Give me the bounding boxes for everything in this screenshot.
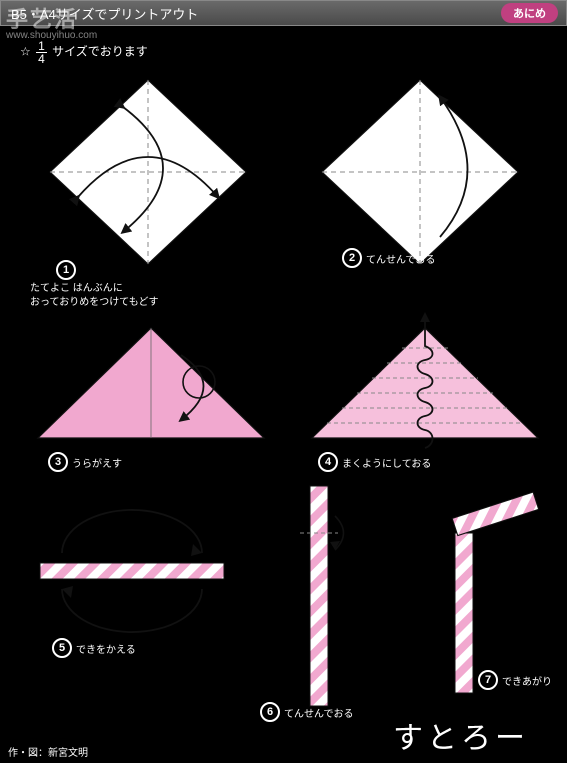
step6-badge: 6	[260, 702, 280, 722]
step1-diagram	[28, 62, 268, 282]
step2-badge: 2	[342, 248, 362, 268]
step7-diagram	[400, 478, 550, 698]
final-title: すとろー	[393, 713, 529, 757]
credit: 作・図：新宮文明	[8, 744, 88, 759]
step3-badge: 3	[48, 452, 68, 472]
step7-badge: 7	[478, 670, 498, 690]
step6-row: 6 てんせんでおる	[260, 702, 354, 722]
watermark-url: www.shouyihuo.com	[6, 30, 97, 41]
star-icon: ☆	[20, 45, 31, 59]
watermark: 手艺活 www.shouyihuo.com	[6, 2, 97, 41]
step7-row: 7 できあがり	[478, 670, 552, 690]
step3-caption: うらがえす	[72, 455, 122, 470]
step5-row: 5 できをかえる	[52, 638, 136, 658]
step4-caption: まくようにしておる	[342, 455, 431, 470]
step1-badge: 1	[56, 260, 76, 280]
step3-diagram	[26, 310, 276, 460]
step5-badge: 5	[52, 638, 72, 658]
subtitle-text: サイズでおります	[52, 45, 148, 59]
step2-caption: てんせんでおる	[366, 251, 436, 266]
step5-diagram	[22, 495, 242, 645]
step4-row: 4 まくようにしておる	[318, 452, 431, 472]
step1-caption: たてよこ はんぶんに おっておりめをつけてもどす	[30, 282, 159, 310]
step2-row: 2 てんせんでおる	[342, 248, 436, 268]
anime-button[interactable]: あにめ	[501, 3, 558, 23]
step3-row: 3 うらがえす	[48, 452, 122, 472]
step5-caption: できをかえる	[76, 641, 136, 656]
step6-diagram	[280, 478, 360, 718]
step7-caption: できあがり	[502, 673, 552, 688]
step4-badge: 4	[318, 452, 338, 472]
step1-row: 1	[56, 260, 76, 280]
step6-caption: てんせんでおる	[284, 705, 354, 720]
